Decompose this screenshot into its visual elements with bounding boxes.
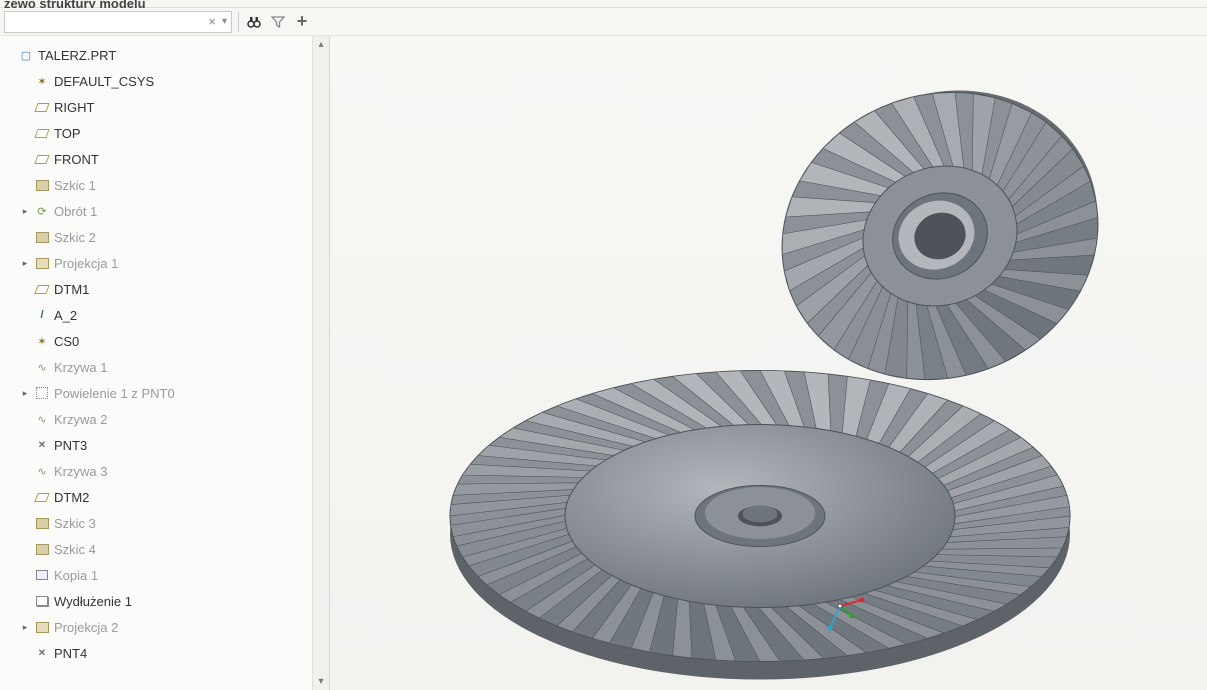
tree-item[interactable]: ▸ ⟳ Obrót 1 (2, 198, 312, 224)
separator (238, 12, 239, 32)
expander-icon[interactable]: ▸ (20, 622, 30, 633)
csys-icon: ✶ (34, 333, 50, 349)
tree-item[interactable]: Szkic 4 (2, 536, 312, 562)
scroll-down-icon[interactable]: ▾ (313, 673, 329, 690)
tree-item[interactable]: ✶ DEFAULT_CSYS (2, 68, 312, 94)
plane-icon (34, 281, 50, 297)
tree-item-label: TOP (54, 126, 81, 141)
tree-root-label: TALERZ.PRT (38, 48, 116, 63)
filter-icon[interactable] (269, 13, 287, 31)
tree-item[interactable]: TOP (2, 120, 312, 146)
point-icon: ✕ (34, 645, 50, 661)
tree-scrollbar[interactable]: ▴ ▾ (312, 36, 329, 690)
tree-item-label: Projekcja 1 (54, 256, 118, 271)
tree-item[interactable]: RIGHT (2, 94, 312, 120)
tree-item[interactable]: Szkic 2 (2, 224, 312, 250)
csys-icon: ✶ (34, 73, 50, 89)
plane-icon (34, 151, 50, 167)
tree-item-label: DTM1 (54, 282, 89, 297)
tree-item[interactable]: ▸ Projekcja 2 (2, 614, 312, 640)
tree-item-label: Projekcja 2 (54, 620, 118, 635)
revolve-icon: ⟳ (34, 203, 50, 219)
add-icon[interactable]: + (293, 13, 311, 31)
tree-item-label: Powielenie 1 z PNT0 (54, 386, 175, 401)
tree-item[interactable]: Szkic 1 (2, 172, 312, 198)
plane-icon (34, 125, 50, 141)
tree-item-label: Wydłużenie 1 (54, 594, 132, 609)
tree-item[interactable]: DTM1 (2, 276, 312, 302)
tree-item[interactable]: ∿ Krzywa 2 (2, 406, 312, 432)
search-dropdown-icon[interactable]: ▾ (222, 16, 227, 27)
binoculars-icon[interactable] (245, 13, 263, 31)
search-input[interactable]: × ▾ (4, 11, 232, 33)
tree-item-label: DTM2 (54, 490, 89, 505)
point-icon: ✕ (34, 437, 50, 453)
plane-icon (34, 489, 50, 505)
tree-item[interactable]: ✕ PNT3 (2, 432, 312, 458)
axis-icon: / (34, 307, 50, 323)
tree-item-label: Szkic 1 (54, 178, 96, 193)
tree-item[interactable]: ✕ PNT4 (2, 640, 312, 666)
tree-item[interactable]: DTM2 (2, 484, 312, 510)
clear-search-icon[interactable]: × (208, 14, 216, 29)
tree-item-label: CS0 (54, 334, 79, 349)
tree-item[interactable]: ∿ Krzywa 1 (2, 354, 312, 380)
sketch-icon (34, 515, 50, 531)
expander-icon[interactable]: ▸ (20, 206, 30, 217)
tree-item-label: Krzywa 1 (54, 360, 107, 375)
copy-icon (34, 567, 50, 583)
tree-item[interactable]: ∿ Krzywa 3 (2, 458, 312, 484)
tree-item-label: Szkic 3 (54, 516, 96, 531)
tree-item-label: FRONT (54, 152, 99, 167)
tree-item-label: PNT3 (54, 438, 87, 453)
sketch-icon (34, 177, 50, 193)
tree-item[interactable]: FRONT (2, 146, 312, 172)
tree-item-label: Krzywa 2 (54, 412, 107, 427)
tree-item[interactable]: / A_2 (2, 302, 312, 328)
gear-rendering (330, 36, 1207, 690)
model-tree[interactable]: ▢ TALERZ.PRT ✶ DEFAULT_CSYS RIGHT TOP FRONT Szk… (0, 36, 312, 690)
sketch-icon (34, 229, 50, 245)
tree-item[interactable]: ▸ Projekcja 1 (2, 250, 312, 276)
tree-item[interactable]: Wydłużenie 1 (2, 588, 312, 614)
pattern-icon (34, 385, 50, 401)
tree-item[interactable]: ✶ CS0 (2, 328, 312, 354)
search-toolbar: × ▾ + (0, 8, 1207, 36)
curve-icon: ∿ (34, 463, 50, 479)
expander-icon[interactable]: ▸ (20, 388, 30, 399)
plane-icon (34, 99, 50, 115)
tree-item-label: PNT4 (54, 646, 87, 661)
tree-item[interactable]: ▸ Powielenie 1 z PNT0 (2, 380, 312, 406)
3d-viewport[interactable] (330, 36, 1207, 690)
curve-icon: ∿ (34, 359, 50, 375)
tree-item[interactable]: Kopia 1 (2, 562, 312, 588)
part-icon: ▢ (18, 47, 34, 63)
tree-item-label: Kopia 1 (54, 568, 98, 583)
model-tree-panel: ▢ TALERZ.PRT ✶ DEFAULT_CSYS RIGHT TOP FRONT Szk… (0, 36, 330, 690)
panel-header: zewo struktury modelu (0, 0, 1207, 8)
projection-icon (34, 619, 50, 635)
tree-item-label: DEFAULT_CSYS (54, 74, 154, 89)
tree-item-label: RIGHT (54, 100, 94, 115)
tree-item-label: Obrót 1 (54, 204, 97, 219)
tree-item[interactable]: Szkic 3 (2, 510, 312, 536)
extrude-icon (34, 593, 50, 609)
curve-icon: ∿ (34, 411, 50, 427)
tree-item-label: Krzywa 3 (54, 464, 107, 479)
scroll-up-icon[interactable]: ▴ (313, 36, 329, 53)
tree-item-label: Szkic 4 (54, 542, 96, 557)
tree-root[interactable]: ▢ TALERZ.PRT (2, 42, 312, 68)
expander-icon[interactable]: ▸ (20, 258, 30, 269)
tree-item-label: Szkic 2 (54, 230, 96, 245)
projection-icon (34, 255, 50, 271)
sketch-icon (34, 541, 50, 557)
tree-item-label: A_2 (54, 308, 77, 323)
